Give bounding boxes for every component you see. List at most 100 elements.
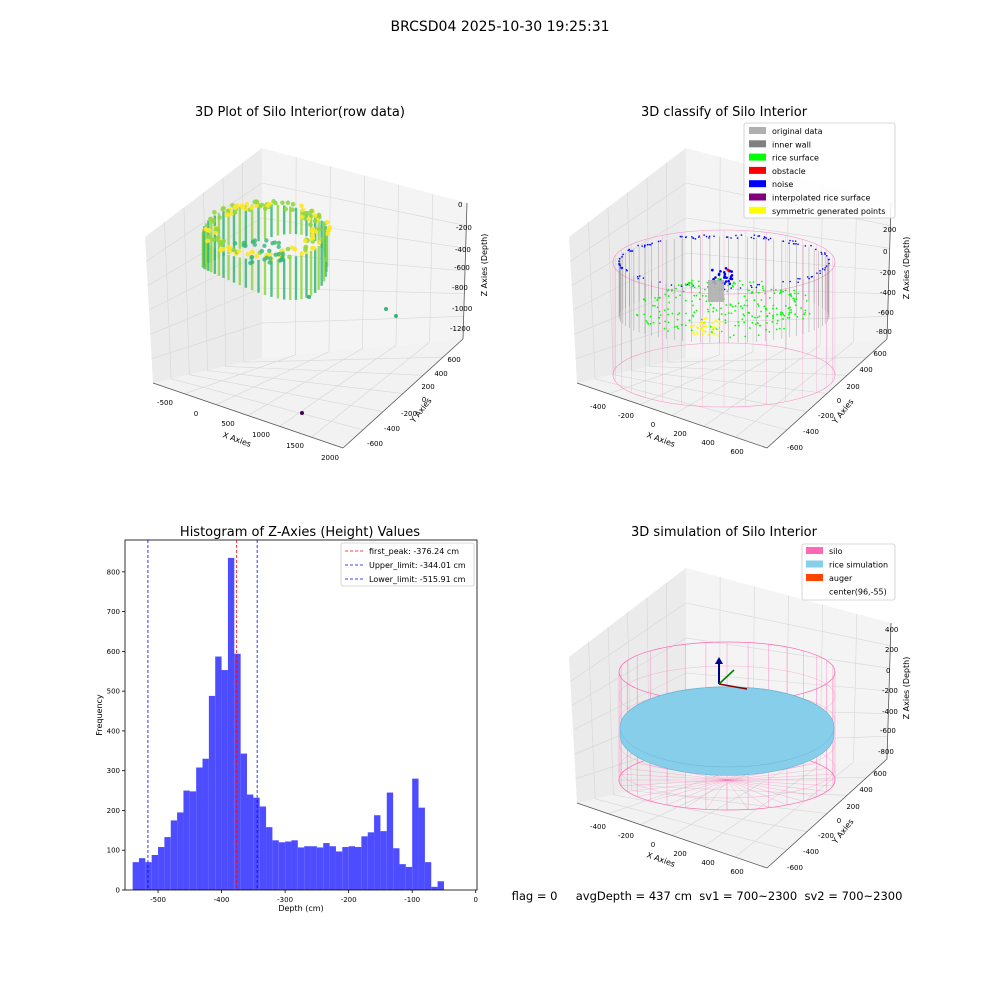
outlier-point <box>394 314 398 318</box>
histogram-bar <box>374 815 381 890</box>
point <box>267 248 272 254</box>
rice-surface-point <box>737 324 740 327</box>
symmetric-point <box>692 324 695 327</box>
symmetric-point <box>703 320 706 323</box>
rice-surface-point <box>663 327 666 330</box>
histogram-bar <box>170 820 178 890</box>
point <box>312 218 318 224</box>
noise-point <box>680 285 683 287</box>
classify-y-tick: 600 <box>873 350 886 358</box>
histogram-bar <box>285 841 292 890</box>
outlier-point <box>307 295 311 299</box>
noise-point <box>794 240 797 242</box>
noise-point <box>641 245 643 247</box>
noise-point <box>755 286 758 289</box>
rice-surface-point <box>794 313 797 316</box>
rice-surface-point <box>743 304 746 307</box>
simulation-z-tick: 200 <box>885 646 898 654</box>
rice-surface-point <box>788 311 791 314</box>
legend-label: noise <box>772 180 793 189</box>
silo-floor-spoke <box>685 779 728 808</box>
rice-surface-point <box>712 307 715 310</box>
rice-surface-point <box>715 328 718 331</box>
silo-floor-spoke <box>726 779 804 802</box>
raw-y-tick: 400 <box>434 370 447 378</box>
noise-point <box>681 235 683 238</box>
point <box>313 229 319 234</box>
symmetric-point <box>718 324 721 327</box>
raw-z-tick: -1000 <box>452 305 472 313</box>
histogram-bar <box>304 846 311 890</box>
noise-point <box>816 272 818 274</box>
y-tick-label: 500 <box>107 688 120 696</box>
raw-z-tick: -800 <box>452 284 468 292</box>
histogram-bar <box>310 846 317 890</box>
histogram-y-axis-label: Frequency <box>95 694 104 736</box>
rice-surface-point <box>664 320 667 323</box>
rice-surface-point <box>768 312 771 315</box>
point <box>205 238 210 244</box>
floor-pane <box>577 339 887 448</box>
noise-point <box>698 235 701 237</box>
rice-surface-point <box>758 324 761 327</box>
noise-point <box>821 253 823 255</box>
rice-surface-point <box>709 303 712 306</box>
simulation-z-tick: 0 <box>886 667 890 675</box>
simulation-model <box>618 641 836 811</box>
histogram-bar <box>399 864 406 890</box>
x-tick-label: 0 <box>473 896 477 904</box>
symmetric-point <box>695 326 698 329</box>
rice-surface-point <box>671 312 674 315</box>
classify-z-tick: -600 <box>878 309 894 317</box>
rice-surface-point <box>705 295 707 297</box>
noise-point <box>642 277 645 279</box>
point <box>224 212 230 217</box>
point <box>280 251 285 256</box>
histogram-bar <box>221 670 228 890</box>
rice-surface-point <box>766 315 769 317</box>
rice-surface-point <box>666 289 669 292</box>
simulation-z-tick: -800 <box>878 748 894 756</box>
legend-swatch <box>806 547 823 554</box>
rice-surface-point <box>742 313 745 316</box>
rice-surface-point <box>691 283 694 286</box>
noise-point <box>752 237 755 240</box>
symmetric-point <box>689 325 692 328</box>
legend-label: silo <box>829 547 843 556</box>
rice-surface-point <box>783 314 786 317</box>
y-tick-label: 700 <box>107 608 120 616</box>
point <box>273 252 278 257</box>
rice-surface-point <box>762 289 765 292</box>
x-axis-line <box>576 382 768 449</box>
noise-point <box>758 283 761 286</box>
classify-legend-entry: obstacle <box>749 166 806 176</box>
rice-surface-point <box>795 298 798 301</box>
noise-point <box>648 243 651 246</box>
z-axis-line <box>886 202 892 340</box>
raw-plot-title: 3D Plot of Silo Interior(row data) <box>195 105 405 120</box>
raw-y-ticks: -600 -400 -200 0 200 400 600 <box>367 356 461 448</box>
rice-surface-point <box>779 292 781 295</box>
z-axis-line <box>886 622 892 760</box>
grid-line <box>151 322 263 359</box>
point <box>287 254 292 260</box>
legend-label: obstacle <box>772 167 806 176</box>
legend-label: rice surface <box>772 154 819 163</box>
simulation-z-tick: -400 <box>882 708 898 716</box>
rice-surface-point <box>738 280 741 282</box>
simulation-x-tick: 400 <box>701 859 714 867</box>
classify-legend: original data inner wall rice surface ob… <box>743 122 896 219</box>
noise-point <box>618 257 621 260</box>
histogram-bar <box>361 836 368 890</box>
point <box>302 238 308 244</box>
rice-surface-point <box>687 282 690 285</box>
rice-surface-point <box>804 311 807 314</box>
raw-y-tick: 0 <box>422 396 426 404</box>
rice-surface-point <box>752 281 755 283</box>
noise-point <box>621 256 623 258</box>
rice-surface-point <box>763 305 766 308</box>
noise-point <box>686 283 689 286</box>
silo-floor-spoke <box>726 779 769 808</box>
rice-surface-point <box>772 317 774 320</box>
raw-z-ticks: 0 -200 -400 -600 -800 -1000 -1200 <box>450 201 472 333</box>
